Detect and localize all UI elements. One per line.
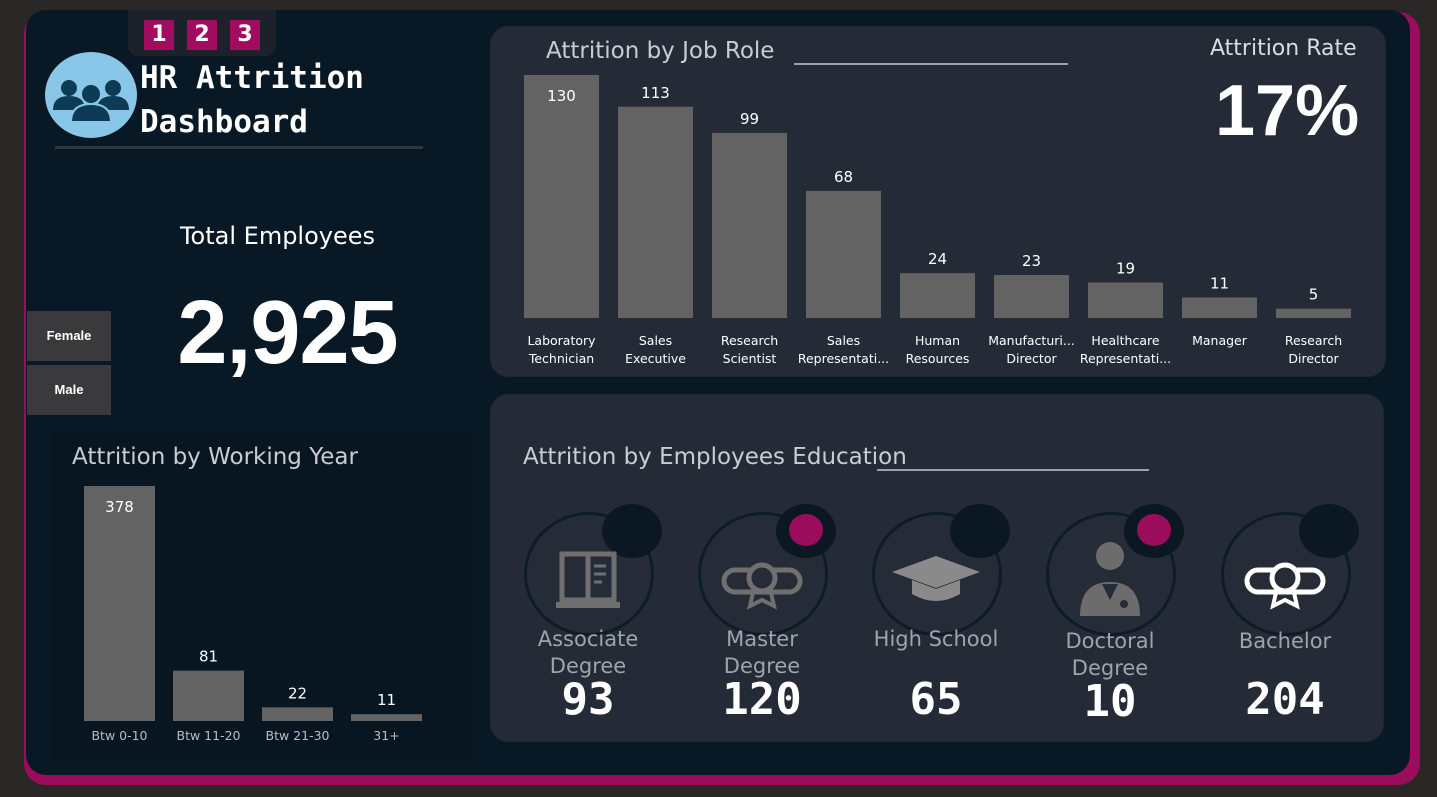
bar[interactable] bbox=[351, 714, 422, 721]
bar[interactable] bbox=[618, 106, 693, 319]
selection-dot[interactable] bbox=[1299, 504, 1359, 558]
category-label: Btw 0-10 bbox=[91, 728, 147, 743]
diploma-scroll-icon bbox=[1244, 562, 1326, 610]
education-value: 93 bbox=[561, 674, 615, 725]
education-label: Associate Degree bbox=[537, 627, 639, 678]
logo bbox=[45, 52, 137, 138]
education-value: 204 bbox=[1245, 674, 1325, 725]
category-label: Research bbox=[721, 333, 778, 348]
category-label: Technician bbox=[528, 351, 594, 366]
category-label: Executive bbox=[625, 351, 686, 366]
bar-value-label: 23 bbox=[1022, 252, 1041, 270]
bar-value-label: 113 bbox=[641, 84, 670, 102]
bar-value-label: 19 bbox=[1116, 259, 1135, 277]
category-label: Btw 11-20 bbox=[177, 728, 241, 743]
bar[interactable] bbox=[712, 132, 787, 318]
category-label: Human bbox=[915, 333, 960, 348]
bar-value-label: 22 bbox=[288, 684, 307, 702]
working-year-title: Attrition by Working Year bbox=[72, 444, 358, 470]
category-label: Manufacturi... bbox=[988, 333, 1075, 348]
category-label: Representati... bbox=[798, 351, 889, 366]
title-divider bbox=[55, 146, 423, 149]
education-value: 10 bbox=[1083, 676, 1137, 727]
education-label: Master Degree bbox=[723, 627, 801, 678]
bar-value-label: 378 bbox=[105, 498, 134, 516]
education-item-master[interactable]: Master Degree 120 bbox=[672, 504, 842, 742]
bar-value-label: 68 bbox=[834, 168, 853, 186]
category-label: Sales bbox=[639, 333, 672, 348]
bar-value-label: 5 bbox=[1309, 286, 1319, 304]
bar[interactable] bbox=[262, 707, 333, 721]
bar[interactable] bbox=[1088, 282, 1163, 318]
category-label: Manager bbox=[1192, 333, 1248, 348]
category-label: Scientist bbox=[723, 351, 777, 366]
selection-dot[interactable] bbox=[776, 504, 836, 558]
total-employees-label: Total Employees bbox=[179, 222, 376, 250]
bar[interactable] bbox=[994, 275, 1069, 318]
bar-value-label: 24 bbox=[928, 250, 947, 268]
page-tab-3[interactable]: 3 bbox=[230, 20, 260, 50]
education-label: Doctoral Degree bbox=[1065, 629, 1155, 680]
people-group-icon bbox=[53, 80, 129, 123]
job-role-title: Attrition by Job Role bbox=[546, 38, 775, 64]
bar-value-label: 99 bbox=[740, 110, 759, 128]
attrition-rate-label: Attrition Rate bbox=[1210, 36, 1357, 61]
bar-value-label: 11 bbox=[1210, 274, 1229, 292]
education-value: 120 bbox=[722, 674, 802, 725]
bar-value-label: 81 bbox=[199, 648, 218, 666]
bar[interactable] bbox=[84, 486, 155, 721]
filter-male-button[interactable]: Male bbox=[27, 365, 111, 415]
category-label: Healthcare bbox=[1091, 333, 1159, 348]
selection-dot[interactable] bbox=[1124, 504, 1184, 558]
bar[interactable] bbox=[900, 273, 975, 318]
education-title-underline bbox=[877, 469, 1149, 471]
education-item-high-school[interactable]: High School 65 bbox=[846, 504, 1016, 742]
book-icon bbox=[556, 551, 620, 608]
education-value: 65 bbox=[909, 674, 963, 725]
page-tab-2[interactable]: 2 bbox=[187, 20, 217, 50]
category-label: Director bbox=[1288, 351, 1339, 366]
attrition-rate-value: 17% bbox=[1215, 71, 1360, 151]
category-label: Sales bbox=[827, 333, 860, 348]
dashboard-title: HR Attrition Dashboard bbox=[140, 60, 364, 140]
category-label: Director bbox=[1006, 351, 1057, 366]
total-employees-value: 2,925 bbox=[177, 283, 398, 383]
bar-value-label: 130 bbox=[547, 87, 576, 105]
category-label: Resources bbox=[906, 351, 970, 366]
bar-value-label: 11 bbox=[377, 691, 396, 709]
education-item-bachelor[interactable]: Bachelor 204 bbox=[1195, 504, 1365, 742]
bar[interactable] bbox=[524, 75, 599, 318]
bar[interactable] bbox=[1182, 297, 1257, 318]
bar[interactable] bbox=[806, 190, 881, 318]
category-label: Representati... bbox=[1080, 351, 1171, 366]
job-role-title-underline bbox=[794, 63, 1068, 65]
education-item-associate[interactable]: Associate Degree 93 bbox=[498, 504, 668, 742]
education-label: Bachelor bbox=[1238, 629, 1332, 653]
bar[interactable] bbox=[1276, 308, 1351, 318]
education-title: Attrition by Employees Education bbox=[523, 444, 907, 470]
education-label: High School bbox=[873, 627, 999, 651]
doctor-icon bbox=[1080, 542, 1140, 616]
graduation-cap-icon bbox=[892, 556, 980, 601]
selection-dot[interactable] bbox=[950, 504, 1010, 558]
category-label: Btw 21-30 bbox=[266, 728, 330, 743]
page-navigator: 1 2 3 bbox=[128, 10, 276, 56]
education-item-doctoral[interactable]: Doctoral Degree 10 bbox=[1020, 504, 1190, 742]
page-tab-1[interactable]: 1 bbox=[144, 20, 174, 50]
bar[interactable] bbox=[173, 670, 244, 721]
category-label: Laboratory bbox=[527, 333, 596, 348]
category-label: 31+ bbox=[373, 728, 399, 743]
category-label: Research bbox=[1285, 333, 1342, 348]
filter-female-button[interactable]: Female bbox=[27, 311, 111, 361]
diploma-scroll-icon bbox=[721, 562, 803, 610]
selection-dot[interactable] bbox=[602, 504, 662, 558]
